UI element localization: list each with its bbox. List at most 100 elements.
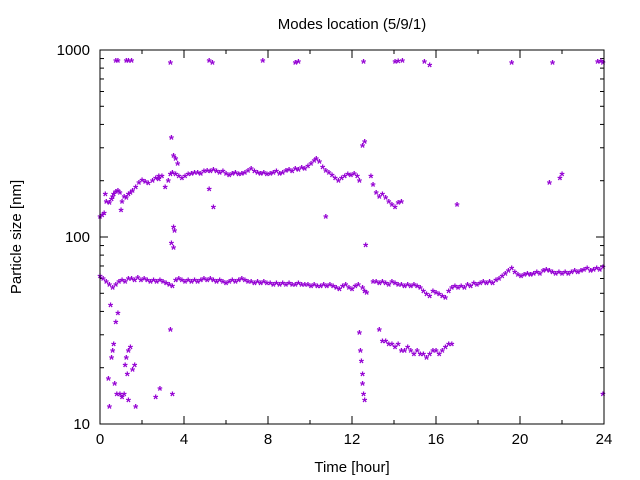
data-point: * (364, 287, 370, 302)
data-point: * (585, 263, 591, 278)
data-point: * (383, 192, 389, 207)
data-point: * (173, 153, 179, 168)
data-point: * (280, 167, 286, 182)
data-point: * (506, 265, 512, 280)
data-point: * (112, 378, 118, 393)
data-point: * (566, 268, 572, 283)
data-point: * (360, 368, 366, 383)
data-point: * (525, 268, 531, 283)
data-point: * (320, 161, 326, 176)
data-point: * (339, 173, 345, 188)
data-point: * (271, 167, 277, 182)
data-point: * (355, 171, 361, 186)
data-point: * (150, 175, 156, 190)
data-point: * (255, 167, 261, 182)
data-point: * (214, 276, 220, 291)
data-point: * (465, 279, 471, 294)
data-point: * (334, 282, 340, 297)
data-point: * (156, 171, 162, 186)
data-point: * (556, 267, 562, 282)
data-point: * (111, 338, 117, 353)
data-point: * (189, 168, 195, 183)
data-point: * (210, 57, 216, 72)
data-point: * (192, 275, 198, 290)
data-point: * (427, 290, 433, 305)
data-point: * (296, 164, 302, 179)
data-point: * (443, 342, 449, 357)
data-point: * (357, 327, 363, 342)
data-point: * (415, 345, 421, 360)
data-point: * (389, 338, 395, 353)
data-point: * (260, 55, 266, 70)
data-point: * (374, 276, 380, 291)
data-point: * (399, 279, 405, 294)
data-point: * (541, 265, 547, 280)
data-point: * (175, 158, 181, 173)
data-point: * (271, 279, 277, 294)
data-point: * (227, 276, 233, 291)
data-point: * (326, 167, 332, 182)
data-point: * (156, 174, 162, 189)
data-point: * (440, 290, 446, 305)
data-point: * (302, 279, 308, 294)
data-point: * (386, 196, 392, 211)
data-point: * (396, 56, 402, 71)
data-point: * (120, 196, 126, 211)
data-point: * (223, 168, 229, 183)
data-point: * (360, 140, 366, 155)
data-point: * (290, 279, 296, 294)
data-point: * (446, 285, 452, 300)
data-point: * (205, 165, 211, 180)
data-point: * (133, 181, 139, 196)
data-point: * (277, 279, 283, 294)
data-point: * (343, 279, 349, 294)
data-point: * (211, 164, 217, 179)
data-point: * (217, 167, 223, 182)
x-tick-label: 0 (96, 431, 104, 448)
data-point: * (207, 184, 213, 199)
data-point: * (595, 56, 601, 71)
data-point: * (126, 55, 132, 70)
data-point: * (122, 191, 128, 206)
data-point: * (252, 166, 258, 181)
data-point: * (130, 185, 136, 200)
data-point: * (154, 276, 160, 291)
data-point: * (421, 285, 427, 300)
data-point: * (370, 276, 376, 291)
data-point: * (377, 278, 383, 293)
data-point: * (129, 273, 135, 288)
data-point: * (389, 276, 395, 291)
data-point: * (430, 345, 436, 360)
data-point: * (117, 187, 123, 202)
data-point: * (360, 378, 366, 393)
data-point: * (201, 273, 207, 288)
data-point: * (173, 169, 179, 184)
data-point: * (264, 278, 270, 293)
data-point: * (233, 276, 239, 291)
data-point: * (402, 281, 408, 296)
data-point: * (377, 324, 383, 339)
data-point: * (349, 284, 355, 299)
data-point: * (113, 317, 119, 332)
data-point: * (503, 268, 509, 283)
data-point: * (283, 165, 289, 180)
data-point: * (309, 158, 315, 173)
data-point: * (236, 169, 242, 184)
data-point: * (170, 281, 176, 296)
data-point: * (249, 276, 255, 291)
data-point: * (547, 265, 553, 280)
data-point: * (153, 392, 159, 407)
data-point: * (139, 174, 145, 189)
data-point: * (342, 171, 348, 186)
data-point: * (358, 345, 364, 360)
data-point: * (484, 278, 490, 293)
x-tick-label: 20 (512, 431, 529, 448)
data-point: * (277, 168, 283, 183)
data-point: * (318, 281, 324, 296)
data-point: * (176, 171, 182, 186)
data-point: * (239, 273, 245, 288)
data-point: * (100, 210, 106, 225)
data-point: * (415, 281, 421, 296)
data-point: * (115, 308, 121, 323)
data-point: * (299, 279, 305, 294)
